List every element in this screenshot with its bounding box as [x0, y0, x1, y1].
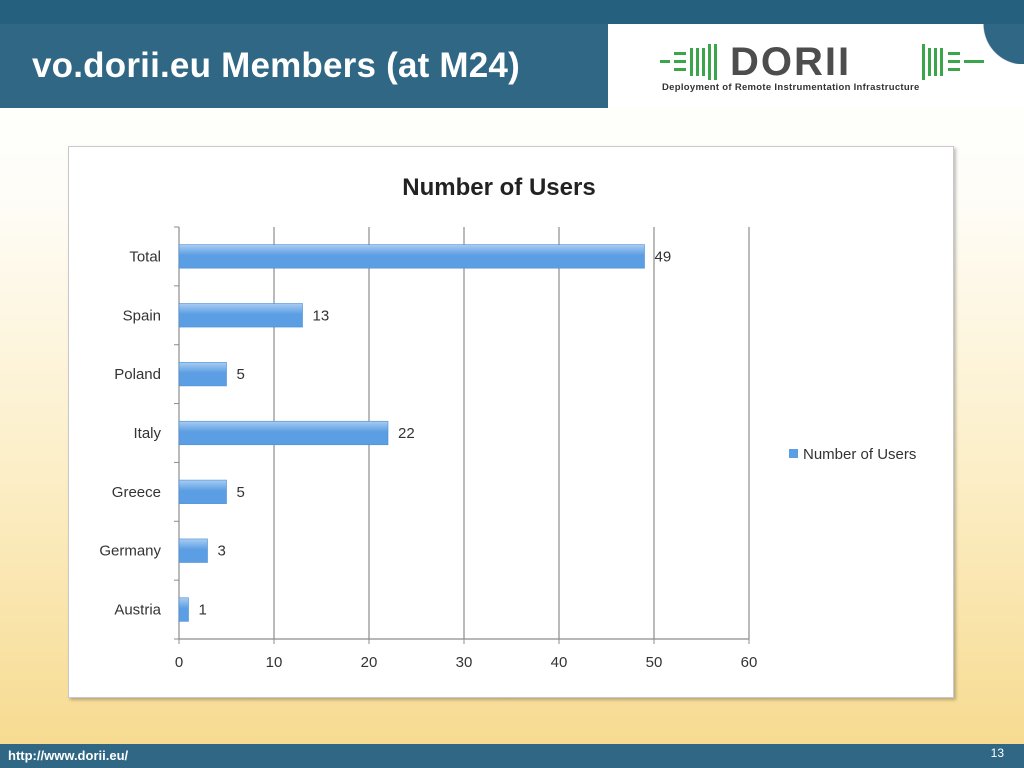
data-label-poland: 5 — [237, 366, 245, 383]
data-label-austria: 1 — [199, 602, 207, 619]
x-tick-label-30: 30 — [456, 654, 473, 671]
logo-tagline: Deployment of Remote Instrumentation Inf… — [662, 82, 920, 93]
dorii-logo: DORII Deployment of Remote Instrumentati… — [660, 42, 990, 98]
x-tick-label-10: 10 — [266, 654, 283, 671]
x-tick-label-50: 50 — [646, 654, 663, 671]
bar-greece — [178, 479, 227, 504]
legend-label: Number of Users — [803, 446, 916, 463]
category-label-total: Total — [129, 248, 161, 265]
data-label-italy: 22 — [398, 425, 415, 442]
bar-spain — [178, 303, 303, 328]
bar-germany — [178, 538, 208, 563]
x-tick-label-20: 20 — [361, 654, 378, 671]
title-bar: vo.dorii.eu Members (at M24) — [0, 24, 608, 108]
bar-italy — [178, 420, 389, 446]
category-label-poland: Poland — [114, 366, 161, 383]
category-label-austria: Austria — [114, 602, 161, 619]
legend-swatch — [789, 449, 798, 458]
top-strip — [0, 0, 1024, 24]
data-label-spain: 13 — [313, 307, 330, 324]
x-tick-label-40: 40 — [551, 654, 568, 671]
category-label-greece: Greece — [112, 484, 161, 501]
logo-word: DORII — [730, 40, 852, 84]
data-label-greece: 5 — [237, 484, 245, 501]
x-tick-label-60: 60 — [741, 654, 758, 671]
category-label-germany: Germany — [99, 543, 161, 560]
bar-chart: Number of Users 0 10 20 30 40 50 60 Total 49 Spain… — [99, 174, 916, 671]
x-tick-label-0: 0 — [175, 654, 183, 671]
chart-title: Number of Users — [402, 174, 595, 201]
bar-total — [178, 244, 645, 269]
logo-area — [608, 24, 1024, 108]
category-label-spain: Spain — [123, 307, 161, 324]
chart-panel: Number of Users 0 10 20 30 40 50 60 Total 49 Spain… — [68, 146, 954, 698]
slide-title: vo.dorii.eu Members (at M24) — [32, 46, 520, 85]
page-number: 13 — [990, 746, 1004, 760]
footer-url[interactable]: http://www.dorii.eu/ — [8, 748, 129, 763]
bar-poland — [178, 362, 227, 387]
category-label-italy: Italy — [133, 425, 161, 442]
data-label-germany: 3 — [218, 543, 226, 560]
bar-austria — [178, 597, 189, 622]
logo-bars-icon — [660, 44, 984, 80]
footer-bar: http://www.dorii.eu/ 13 — [0, 744, 1024, 768]
data-label-total: 49 — [655, 248, 672, 265]
